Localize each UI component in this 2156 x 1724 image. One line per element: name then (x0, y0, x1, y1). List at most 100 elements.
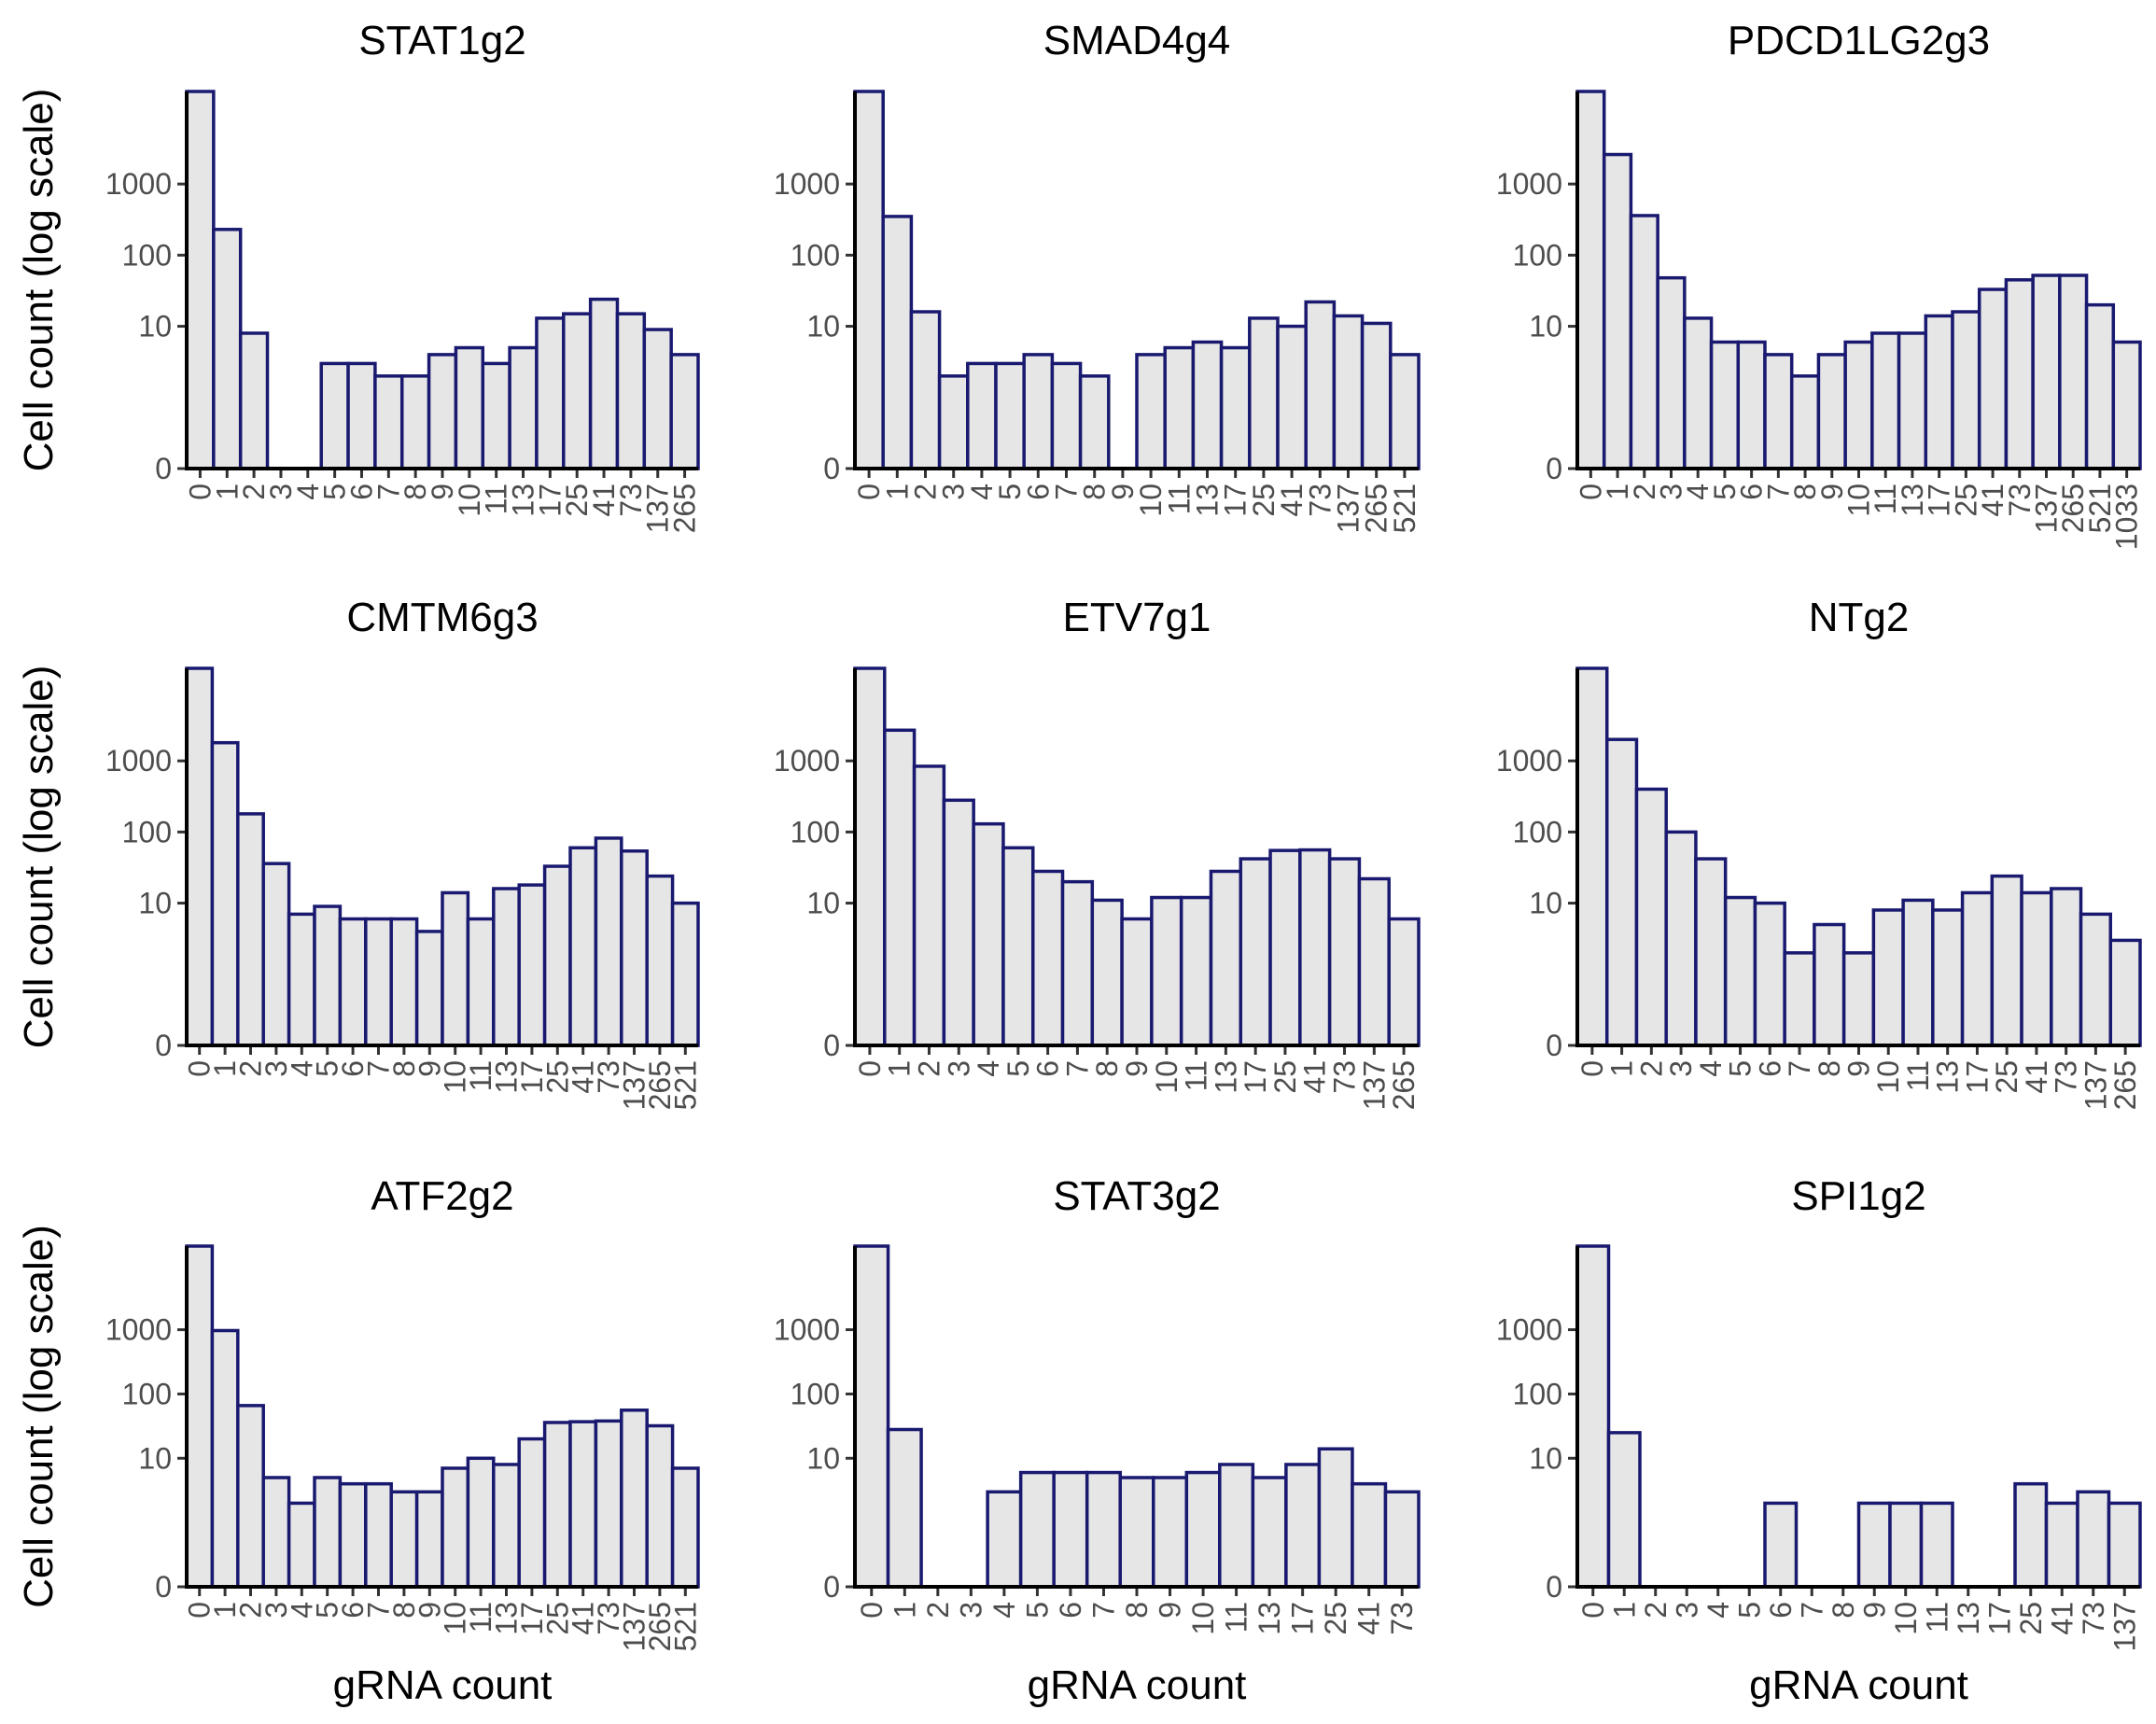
bar (2107, 1501, 2142, 1589)
x-tick-label: 25 (540, 1060, 574, 1094)
bar (542, 1421, 572, 1589)
x-tick-label: 73 (2050, 1060, 2083, 1094)
bar (1191, 340, 1224, 470)
x-tick-label: 73 (1303, 484, 1337, 517)
bar (1931, 908, 1965, 1047)
x-tick-label: 5 (1724, 1060, 1757, 1077)
x-tick-label: 6 (1753, 1060, 1786, 1077)
y-tick-label: 10 (806, 310, 840, 343)
x-tick-label: 4 (291, 484, 325, 500)
bar (1977, 287, 2009, 470)
bar (1951, 310, 1981, 470)
bar (1897, 331, 1928, 470)
bar (966, 361, 998, 470)
bar (1030, 869, 1065, 1047)
bar (670, 1466, 700, 1589)
bar (185, 1244, 215, 1589)
x-tick-label: 0 (853, 1060, 887, 1077)
x-tick-label: 0 (1576, 1602, 1610, 1619)
bar (236, 1404, 265, 1589)
x-tick-label: 8 (387, 1060, 421, 1077)
x-tick-label: 73 (2077, 1602, 2110, 1635)
bar (1001, 846, 1035, 1047)
x-tick-label: 13 (490, 1602, 524, 1635)
x-tick-label: 137 (1357, 1060, 1391, 1110)
x-tick-label: 137 (2030, 484, 2064, 533)
bar (212, 228, 243, 470)
panel-title: STAT3g2 (1053, 1173, 1220, 1219)
x-tick-label: 8 (1090, 1060, 1124, 1077)
panel-title: SMAD4g4 (1043, 18, 1231, 63)
bar (1360, 321, 1393, 470)
bar (615, 312, 647, 470)
x-tick-label: 11 (1901, 1060, 1935, 1091)
bar (2079, 912, 2113, 1047)
y-tick-label: 100 (791, 815, 840, 848)
bar (508, 345, 539, 470)
bar (1602, 152, 1633, 470)
x-axis-label: gRNA count (1749, 1662, 1968, 1708)
x-tick-label: 11 (1162, 484, 1196, 514)
y-tick-label: 100 (1513, 815, 1562, 848)
bar (1736, 340, 1767, 470)
y-tick-label: 0 (155, 452, 172, 485)
bar (912, 764, 946, 1047)
bar (1919, 1501, 1954, 1589)
bar (1150, 895, 1183, 1047)
y-tick-label: 0 (1546, 452, 1562, 485)
bar (1276, 324, 1308, 470)
bar (313, 904, 343, 1047)
bar (389, 917, 419, 1047)
x-tick-label: 9 (426, 484, 459, 500)
x-tick-label: 9 (1154, 1602, 1187, 1619)
x-tick-label: 11 (1920, 1602, 1953, 1633)
x-tick-label: 2 (909, 484, 943, 500)
bar (1843, 340, 1874, 470)
x-tick-label: 7 (1783, 1060, 1816, 1077)
bar (1901, 898, 1935, 1047)
x-tick-label: 3 (942, 1060, 975, 1077)
bar (319, 361, 350, 470)
bar (1990, 874, 2023, 1047)
x-tick-label: 13 (1209, 1060, 1242, 1094)
x-tick-label: 7 (1060, 1060, 1094, 1077)
x-tick-label: 13 (1253, 1602, 1286, 1635)
bar (338, 1481, 368, 1589)
x-tick-label: 137 (2079, 1060, 2112, 1110)
y-tick-label: 10 (806, 887, 840, 920)
x-tick-label: 7 (371, 484, 405, 500)
x-tick-label: 0 (183, 1060, 217, 1077)
x-tick-label: 521 (668, 1060, 702, 1110)
bar (210, 1328, 240, 1589)
x-tick-label: 1 (883, 1060, 917, 1077)
panel-title: PDCD1LG2g3 (1728, 18, 1990, 63)
y-tick-label: 100 (791, 1377, 840, 1410)
bar (1052, 1470, 1089, 1589)
bar (853, 1244, 890, 1589)
panel-cmtm6g3: CMTM6g3010100100001234567891011131725417… (16, 595, 702, 1110)
y-tick-label: 100 (1513, 238, 1562, 272)
bar (1268, 848, 1302, 1047)
x-tick-label: 2 (237, 484, 271, 500)
y-tick-label: 0 (823, 452, 840, 485)
x-tick-label: 8 (399, 484, 432, 500)
bar (492, 887, 521, 1047)
x-tick-label: 7 (1050, 484, 1084, 500)
y-tick-label: 10 (1529, 887, 1562, 920)
y-tick-label: 100 (122, 238, 172, 272)
panel-title: NTg2 (1809, 595, 1910, 640)
bar (185, 90, 216, 470)
y-tick-label: 1000 (105, 167, 172, 201)
x-tick-label: 4 (987, 1602, 1021, 1619)
bar (441, 1466, 470, 1589)
bar (427, 353, 458, 470)
x-tick-label: 11 (480, 484, 513, 514)
bar (2020, 890, 2053, 1047)
bar (1856, 1501, 1892, 1589)
y-axis-label: Cell count (log scale) (16, 666, 62, 1049)
bar (853, 666, 887, 1047)
x-tick-label: 73 (592, 1602, 625, 1635)
bar (346, 361, 377, 470)
x-tick-label: 13 (507, 484, 540, 517)
